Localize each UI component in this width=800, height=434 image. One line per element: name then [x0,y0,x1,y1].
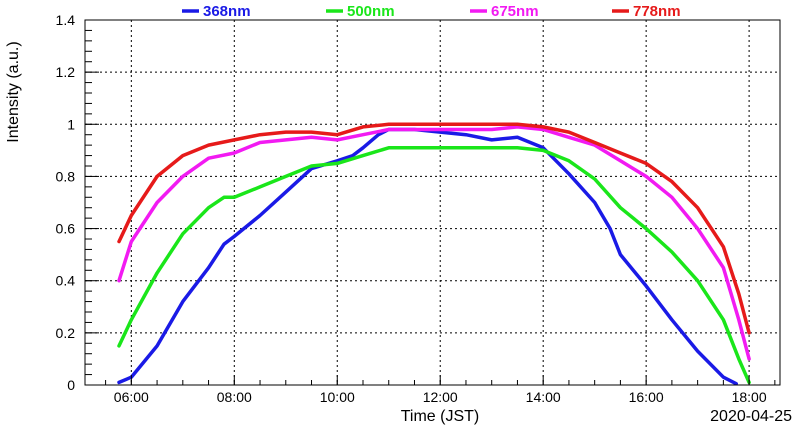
legend-label: 675nm [491,3,539,20]
y-tick-label: 0.6 [56,221,76,237]
legend-label: 368nm [203,3,251,20]
legend: 368nm 500nm 675nm 778nm [182,3,681,20]
y-tick-label: 1.2 [56,64,76,80]
x-tick-label: 06:00 [114,389,149,405]
y-tick-label: 1 [67,116,75,132]
y-tick-label: 0 [67,377,75,393]
series-line-500nm [117,146,751,385]
axis-ticks: 06:00 08:00 10:00 12:00 14:00 16:00 18:00 0 0.2 0… [56,12,776,405]
series-line-675nm [117,125,751,361]
legend-label: 778nm [633,3,681,20]
grid-lines [85,20,780,385]
series-line-778nm [117,122,751,335]
y-tick-label: 1.4 [56,12,76,28]
y-tick-label: 0.4 [56,273,76,289]
y-tick-label: 0.2 [56,325,76,341]
x-axis-title: Time (JST) [401,408,480,425]
x-tick-label: 08:00 [217,389,252,405]
legend-label: 500nm [347,3,395,20]
x-tick-label: 14:00 [526,389,561,405]
series-line-368nm [117,127,738,386]
date-label: 2020-04-25 [710,408,792,425]
x-tick-label: 12:00 [423,389,458,405]
series-lines [117,122,751,386]
x-tick-label: 18:00 [732,389,767,405]
plot-frame [84,19,781,386]
y-tick-label: 0.8 [56,168,76,184]
x-tick-label: 16:00 [629,389,664,405]
x-tick-label: 10:00 [320,389,355,405]
y-axis-title: Intensity (a.u.) [5,41,22,142]
